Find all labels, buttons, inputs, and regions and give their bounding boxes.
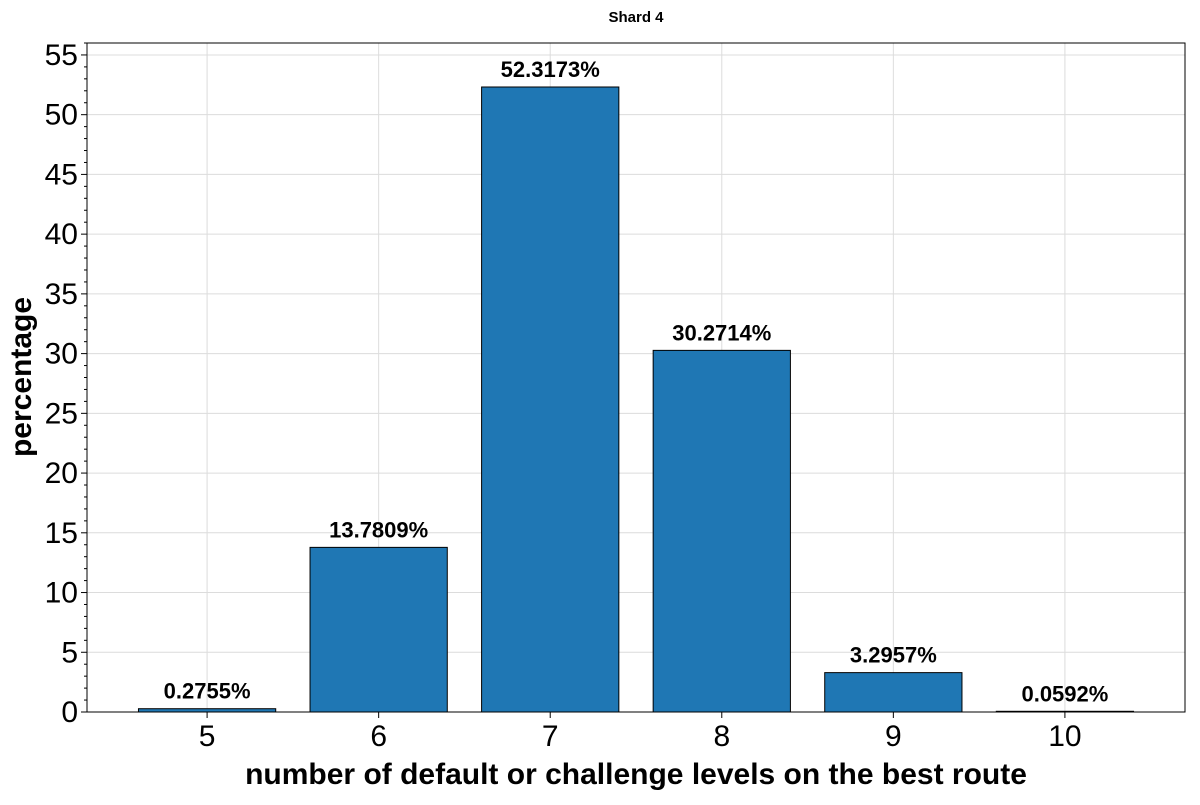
data-label-6: 13.7809%: [329, 517, 428, 542]
data-label-7: 52.3173%: [501, 57, 600, 82]
chart-title: Shard 4: [608, 9, 664, 26]
bar-8: [652, 349, 791, 713]
y-tick-label: 55: [45, 39, 78, 72]
bar-layer: [137, 86, 1135, 713]
y-tick-label: 30: [45, 338, 78, 371]
y-tick-label: 40: [45, 218, 78, 251]
bar-9: [824, 672, 963, 713]
plot-frame: [86, 42, 1186, 713]
y-tick-label: 5: [61, 636, 78, 669]
data-label-layer: 0.2755% 13.7809% 52.3173% 30.2714% 3.2957% 0.…: [164, 57, 1109, 706]
y-tick-label: 25: [45, 397, 78, 430]
y-tick-label: 35: [45, 278, 78, 311]
y-axis-label: percentage: [5, 297, 38, 457]
bar-6: [309, 546, 448, 713]
data-label-9: 3.2957%: [850, 643, 937, 668]
x-tick-label-8: 8: [713, 720, 730, 753]
data-label-10: 0.0592%: [1021, 681, 1108, 706]
y-tick-label: 0: [61, 696, 78, 729]
y-tick-label: 20: [45, 457, 78, 490]
y-tick-label: 50: [45, 99, 78, 132]
y-tick-label: 15: [45, 517, 78, 550]
x-tick-label-10: 10: [1048, 720, 1081, 753]
x-tick-label-5: 5: [199, 720, 216, 753]
y-tick-label: 45: [45, 158, 78, 191]
data-label-8: 30.2714%: [672, 320, 771, 345]
grid-layer: [87, 43, 1185, 713]
bar-7: [481, 86, 620, 713]
x-tick-label-6: 6: [370, 720, 387, 753]
x-tick-label-9: 9: [885, 720, 902, 753]
y-tick-label: 10: [45, 577, 78, 610]
x-axis-label: number of default or challenge levels on…: [245, 758, 1027, 791]
data-label-5: 0.2755%: [164, 679, 251, 704]
x-tick-label-7: 7: [542, 720, 559, 753]
